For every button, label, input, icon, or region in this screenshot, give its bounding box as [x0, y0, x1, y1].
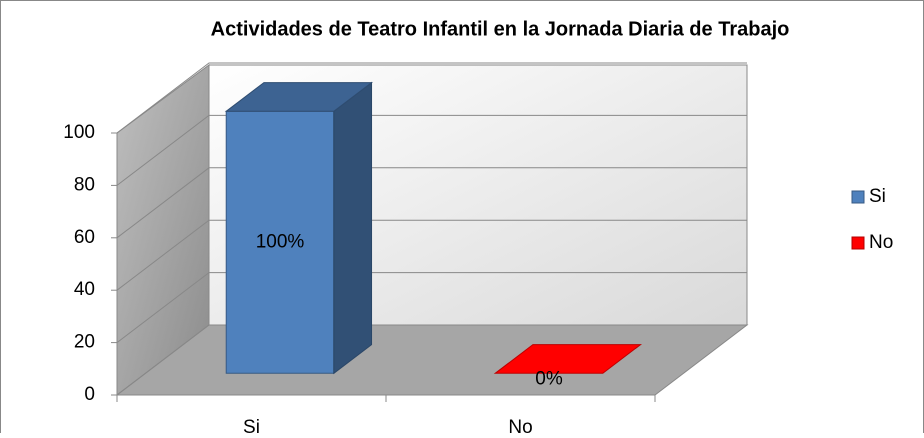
- legend-swatch: [851, 236, 865, 250]
- x-tick-label: Si: [243, 417, 260, 433]
- bar: [224, 81, 374, 375]
- data-label: 0%: [535, 368, 563, 389]
- y-tick-label: 0: [84, 384, 95, 405]
- bar-top: [224, 82, 374, 112]
- bar-top: [493, 344, 643, 374]
- x-tick-label: No: [508, 417, 532, 433]
- y-tick-label: 40: [74, 279, 95, 300]
- legend-swatch: [851, 190, 865, 204]
- grid-line: [116, 324, 747, 396]
- grid-line: [116, 272, 747, 343]
- grid-line: [116, 219, 747, 291]
- y-tick-label: 80: [74, 174, 95, 195]
- bar: [493, 344, 643, 374]
- data-label: 100%: [256, 231, 305, 252]
- floor: [115, 324, 749, 396]
- grid-line: [116, 62, 747, 134]
- grid-line: [116, 167, 747, 239]
- grid-line: [116, 114, 747, 186]
- legend-label: No: [869, 232, 893, 253]
- y-tick-label: 60: [74, 227, 95, 248]
- chart-title: Actividades de Teatro Infantil en la Jor…: [211, 18, 790, 40]
- y-tick-label: 20: [74, 332, 95, 353]
- bar-side: [333, 81, 373, 375]
- y-tick-label: 100: [63, 122, 95, 143]
- legend-label: Si: [869, 186, 886, 207]
